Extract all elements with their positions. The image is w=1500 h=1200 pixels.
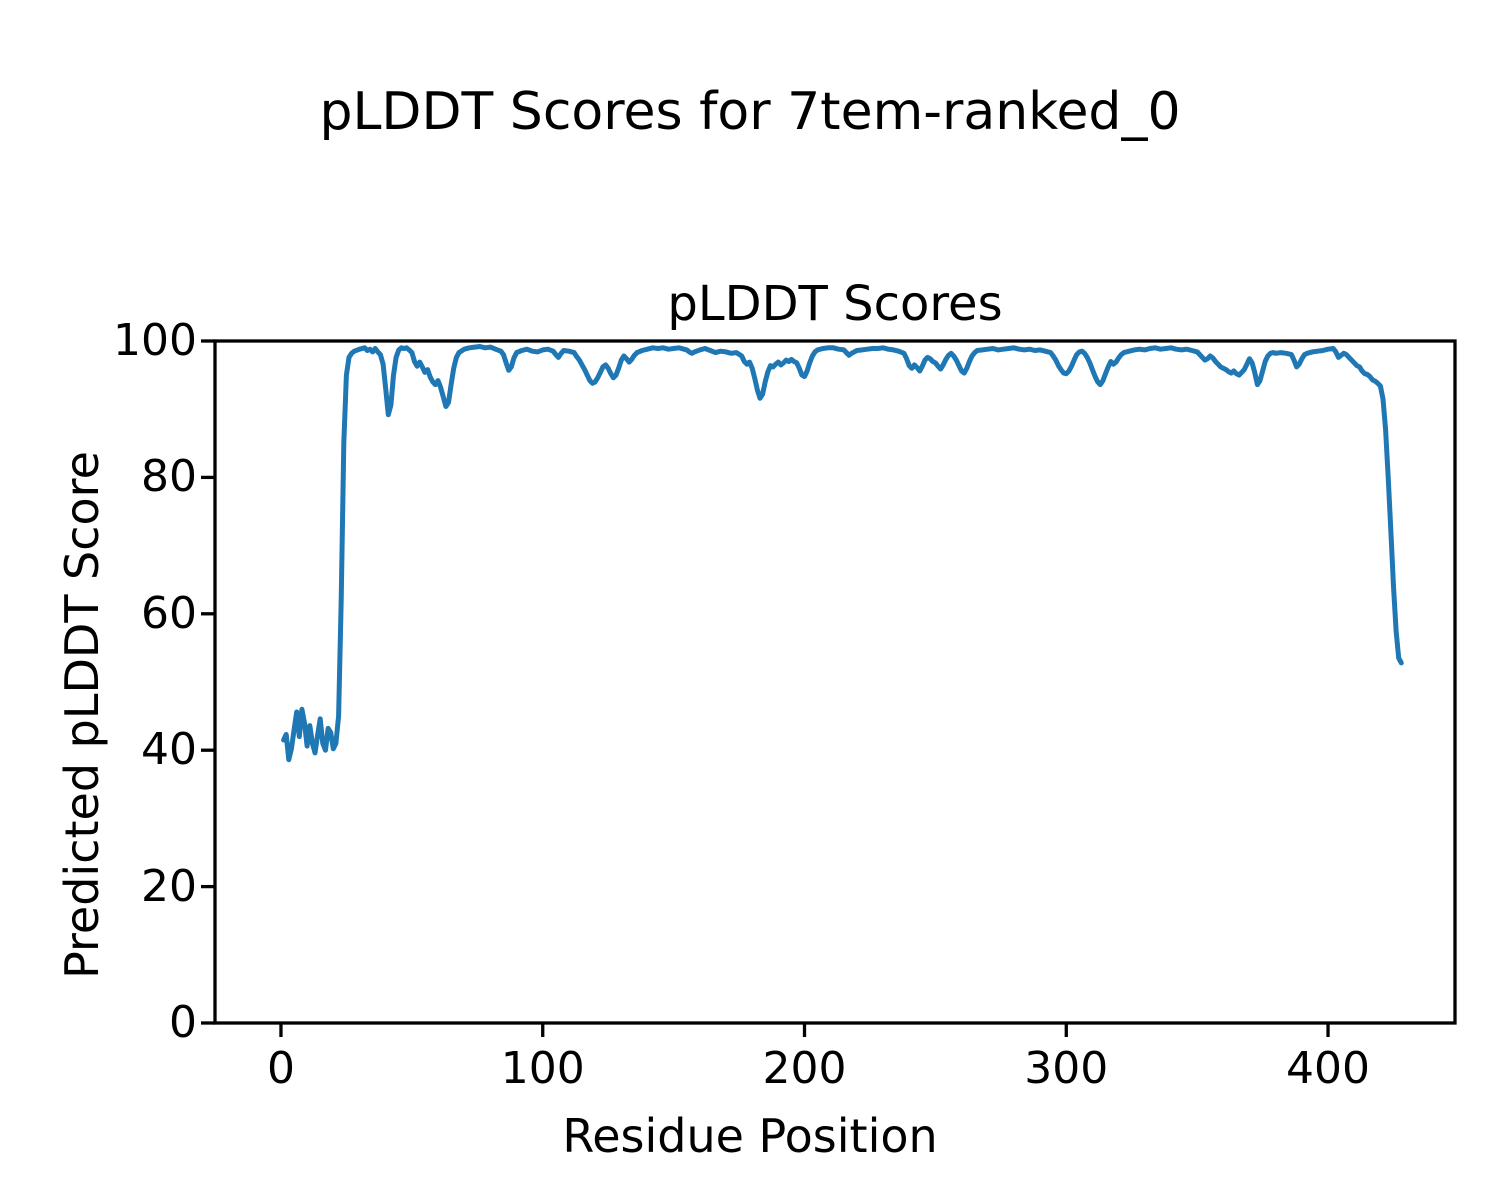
y-tick-label: 100 (113, 315, 197, 366)
x-tick-label: 300 (1024, 1043, 1109, 1094)
axes-title: pLDDT Scores (667, 276, 1003, 332)
x-tick-label: 0 (266, 1043, 295, 1094)
y-tick-label: 40 (141, 724, 197, 776)
y-tick-label: 80 (141, 451, 197, 503)
x-tick-label: 200 (762, 1043, 847, 1094)
y-tick-label: 0 (169, 997, 197, 1048)
x-tick-label: 400 (1286, 1043, 1371, 1094)
plddt-line (281, 344, 1404, 763)
axes-frame (213, 339, 1457, 1025)
figure-title: pLDDT Scores for 7tem-ranked_0 (319, 82, 1181, 142)
x-tick-label: 100 (500, 1043, 585, 1094)
y-tick-label: 20 (141, 860, 197, 912)
y-tick-label: 60 (141, 587, 197, 639)
x-axis-label: Residue Position (562, 1109, 938, 1163)
